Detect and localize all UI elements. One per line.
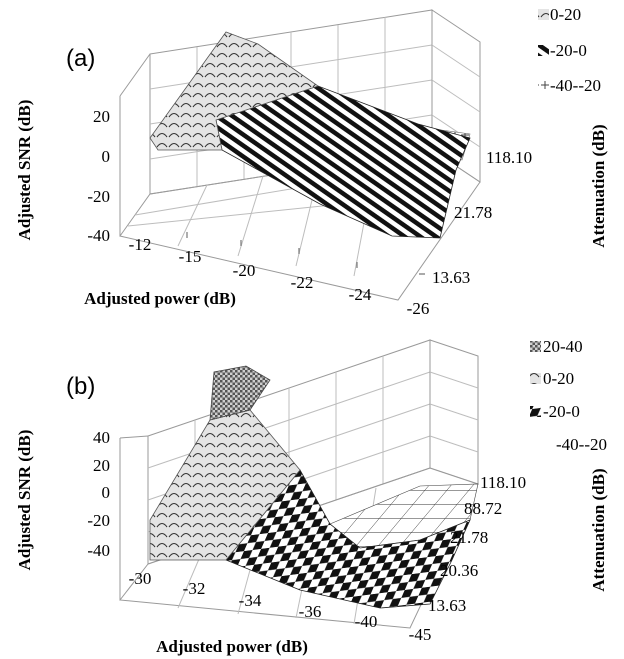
panel-a-z-tick: 20 bbox=[93, 107, 110, 126]
panel-a-x-tick: -12 bbox=[129, 235, 152, 254]
panel-a: (a) -40 -20 0 20 -12 -15 bbox=[15, 5, 608, 318]
panel-b-z-tick: -40 bbox=[87, 541, 110, 560]
panel-a-surface-top bbox=[149, 31, 319, 151]
panel-b-legend-label: -40--20 bbox=[556, 435, 607, 454]
panel-a-legend-swatch bbox=[538, 45, 549, 56]
panel-a-y-ticks: 13.63 21.78 118.10 bbox=[432, 148, 532, 287]
panel-b-legend-label: 20-40 bbox=[543, 337, 583, 356]
panel-a-legend-swatch bbox=[538, 80, 549, 91]
panel-b-x-tick: -40 bbox=[355, 612, 378, 631]
panel-b-z-tick: 40 bbox=[93, 428, 110, 447]
panel-b-y-tick: 88.72 bbox=[464, 499, 502, 518]
panel-b-y-tick: 20.36 bbox=[440, 561, 478, 580]
panel-a-y-axis-title: Attenuation (dB) bbox=[589, 124, 608, 247]
panel-a-z-ticks: -40 -20 0 20 bbox=[87, 107, 110, 245]
panel-a-x-tick: -20 bbox=[233, 261, 256, 280]
panel-b-x-ticks: -30 -32 -34 -36 -40 -45 bbox=[129, 569, 432, 644]
panel-a-z-tick: 0 bbox=[102, 147, 111, 166]
panel-b-y-tick: 21.78 bbox=[450, 528, 488, 547]
panel-a-floor-grid bbox=[177, 158, 377, 277]
panel-b-y-tick: 13.63 bbox=[428, 596, 466, 615]
panel-b-y-tick: 118.10 bbox=[480, 473, 526, 492]
panel-b-x-tick: -36 bbox=[299, 602, 322, 621]
panel-a-surface-mid bbox=[215, 85, 471, 239]
panel-b-x-tick: -34 bbox=[239, 591, 262, 610]
panel-b-legend-swatch bbox=[530, 406, 541, 417]
panel-b-x-tick: -30 bbox=[129, 569, 152, 588]
panel-a-z-axis-title: Adjusted SNR (dB) bbox=[15, 100, 34, 241]
panel-b-y-axis-title: Attenuation (dB) bbox=[589, 468, 608, 591]
panel-a-y-tick: 21.78 bbox=[454, 203, 492, 222]
panel-a-legend-swatch bbox=[538, 9, 549, 20]
panel-b-legend-label: 0-20 bbox=[543, 369, 574, 388]
panel-b-z-ticks: -40 -20 0 20 40 bbox=[87, 428, 110, 560]
panel-b-side-grid bbox=[429, 371, 479, 453]
panel-a-legend-label: -20-0 bbox=[550, 41, 587, 60]
panel-b-z-tick: 20 bbox=[93, 456, 110, 475]
panel-a-z-tick: -20 bbox=[87, 187, 110, 206]
panel-b-legend-label: -20-0 bbox=[543, 402, 580, 421]
panel-b-legend: 20-40 0-20 -20-0 -40--20 bbox=[530, 337, 607, 454]
panel-a-x-tick-marks bbox=[186, 232, 425, 275]
panel-a-legend: 0-20 -20-0 -40--20 bbox=[538, 5, 601, 95]
panel-b-x-tick: -32 bbox=[183, 579, 206, 598]
panel-a-y-tick: 13.63 bbox=[432, 268, 470, 287]
panel-b-surface-top bbox=[209, 365, 271, 421]
panel-a-label: (a) bbox=[66, 45, 95, 72]
panel-b-x-tick: -45 bbox=[409, 625, 432, 644]
panel-b-legend-swatch bbox=[530, 373, 541, 384]
panel-a-side-grid bbox=[431, 44, 481, 148]
panel-b-z-tick: -20 bbox=[87, 511, 110, 530]
panel-a-edge bbox=[119, 53, 151, 97]
panel-a-legend-label: 0-20 bbox=[550, 5, 581, 24]
panel-a-y-tick: 118.10 bbox=[486, 148, 532, 167]
panel-a-x-tick: -22 bbox=[291, 273, 314, 292]
panel-b-label: (b) bbox=[66, 373, 95, 400]
panel-b-x-axis-title: Adjusted power (dB) bbox=[156, 637, 308, 656]
panel-a-x-tick: -26 bbox=[407, 299, 430, 318]
panel-b-z-tick: 0 bbox=[102, 483, 111, 502]
panel-b-surface-mid bbox=[225, 469, 471, 609]
panel-b-z-axis-title: Adjusted SNR (dB) bbox=[15, 430, 34, 571]
panel-a-x-tick: -24 bbox=[349, 285, 372, 304]
panel-b-edge bbox=[119, 435, 149, 439]
panel-b-floor bbox=[119, 467, 479, 629]
panel-a-z-tick: -40 bbox=[87, 226, 110, 245]
panel-b-y-ticks: 13.63 20.36 21.78 88.72 118.10 bbox=[428, 473, 526, 615]
panel-a-x-ticks: -12 -15 -20 -22 -24 -26 bbox=[129, 235, 430, 318]
panel-b: (b) -40 -20 0 20 40 -30 bbox=[15, 337, 608, 656]
panel-b-legend-swatch bbox=[530, 341, 541, 352]
panel-a-legend-label: -40--20 bbox=[550, 76, 601, 95]
panel-a-x-tick: -15 bbox=[179, 247, 202, 266]
panel-a-x-axis-title: Adjusted power (dB) bbox=[84, 289, 236, 308]
